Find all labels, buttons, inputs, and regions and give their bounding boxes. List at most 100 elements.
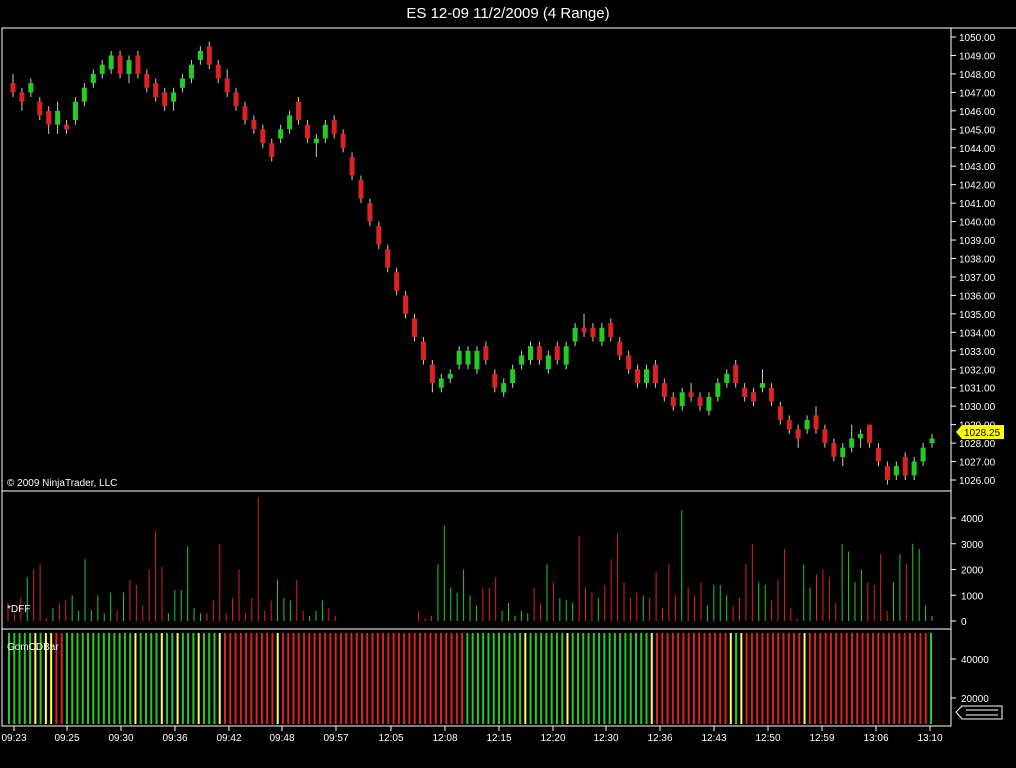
gomcd-bar — [408, 633, 411, 724]
candle-body — [153, 83, 159, 97]
candle-body — [831, 443, 837, 457]
gomcd-bar — [861, 633, 864, 724]
volume-bars[interactable] — [7, 497, 933, 621]
candle-body — [99, 64, 105, 74]
gomcd-bar — [898, 633, 901, 724]
candle-body — [867, 424, 873, 444]
candle-body — [313, 138, 319, 144]
candle-body — [635, 369, 641, 384]
gomcd-bar — [803, 633, 806, 724]
candle-body — [670, 396, 676, 407]
gomcd-bar — [192, 633, 195, 724]
candle-body — [599, 327, 605, 342]
gomcd-bar — [619, 633, 622, 724]
gomcd-bars[interactable] — [8, 633, 932, 724]
gomcd-bar — [455, 633, 458, 724]
gomcd-bar — [187, 633, 190, 724]
candle-body — [10, 83, 16, 93]
candle-body — [492, 373, 498, 388]
candlestick-series[interactable] — [10, 41, 935, 485]
gomcd-bar — [824, 633, 827, 724]
gomcd-bar — [740, 633, 743, 724]
candle-body — [858, 433, 864, 439]
candle-body — [367, 203, 373, 222]
time-axis: 09:23 09:25 09:30 09:36 09:42 09:48 09:57 12:05… — [1, 726, 943, 744]
candle-body — [269, 143, 275, 157]
price-tick-label: 1041.00 — [959, 199, 996, 210]
candle-body — [536, 346, 542, 361]
time-tick-label: 12:50 — [755, 733, 780, 744]
panel-frame — [1, 628, 952, 727]
price-tick-label: 1033.00 — [959, 347, 996, 358]
gomcd-bar — [550, 633, 553, 724]
gomcd-bar — [682, 633, 685, 724]
candle-body — [759, 383, 765, 388]
gomcd-bar — [540, 633, 543, 724]
price-tick-label: 1027.00 — [959, 458, 996, 469]
gomcd-bar — [930, 633, 932, 724]
gomcd-bar — [218, 633, 221, 724]
candle-body — [206, 46, 212, 65]
scroll-marker-icon[interactable] — [955, 705, 1003, 720]
gomcd-bar — [250, 633, 253, 724]
candle-body — [697, 396, 703, 407]
price-tick-label: 1045.00 — [959, 125, 996, 136]
candle-body — [679, 392, 685, 407]
volume-tick-label: 4000 — [961, 514, 984, 525]
gomcd-bar — [60, 633, 63, 724]
gomcd-bar — [55, 633, 58, 724]
candle-body — [554, 346, 560, 361]
candle-body — [510, 369, 516, 384]
gomcd-bar — [176, 633, 179, 724]
gomcd-bar — [893, 633, 896, 724]
candle-body — [340, 133, 346, 148]
candle-body — [501, 383, 507, 393]
gomcd-bar — [8, 633, 10, 724]
gomcd-bar — [577, 633, 580, 724]
candle-body — [465, 350, 471, 365]
gomcd-bar — [239, 633, 242, 724]
gomcd-bar — [613, 633, 616, 724]
candle-body — [64, 124, 70, 130]
candle-body — [652, 364, 658, 384]
gomcd-tick-label: 20000 — [961, 694, 989, 705]
volume-tick-label: 2000 — [961, 566, 984, 577]
candle-body — [875, 447, 881, 462]
candle-body — [643, 369, 649, 384]
candle-body — [429, 364, 435, 384]
gomcd-bar — [766, 633, 769, 724]
gomcd-bar — [13, 633, 16, 724]
candle-body — [777, 406, 783, 421]
gomcd-bar — [345, 633, 348, 724]
price-axis: 1050.00 1049.00 1048.00 1047.00 1046.00 1045.… — [951, 33, 996, 487]
gomcd-bar — [671, 633, 674, 724]
gomcd-bar — [197, 633, 200, 724]
gomcd-bar — [872, 633, 875, 724]
candle-body — [456, 350, 462, 365]
gomcd-bar — [524, 633, 527, 724]
gomcd-bar — [171, 633, 174, 724]
gomcd-bar — [355, 633, 358, 724]
gomcd-bar — [18, 633, 21, 724]
candle-body — [420, 341, 426, 361]
gomcd-bar — [735, 633, 738, 724]
candle-body — [287, 115, 293, 130]
gomcd-bar — [424, 633, 427, 724]
gomcd-bar — [166, 633, 169, 724]
gomcd-bar — [466, 633, 469, 724]
gomcd-bar — [534, 633, 537, 724]
candle-body — [403, 295, 409, 314]
candle-body — [19, 92, 25, 102]
gomcd-bar — [555, 633, 558, 724]
gomcd-bar — [787, 633, 790, 724]
gomcd-bar — [666, 633, 669, 724]
gomcd-bar — [571, 633, 574, 724]
gomcd-bar — [81, 633, 84, 724]
gomcd-bar — [692, 633, 695, 724]
candle-body — [349, 156, 355, 176]
gomcd-bar — [371, 633, 374, 724]
gomcd-bar — [497, 633, 500, 724]
gomcd-bar — [482, 633, 485, 724]
price-tick-label: 1034.00 — [959, 328, 996, 339]
